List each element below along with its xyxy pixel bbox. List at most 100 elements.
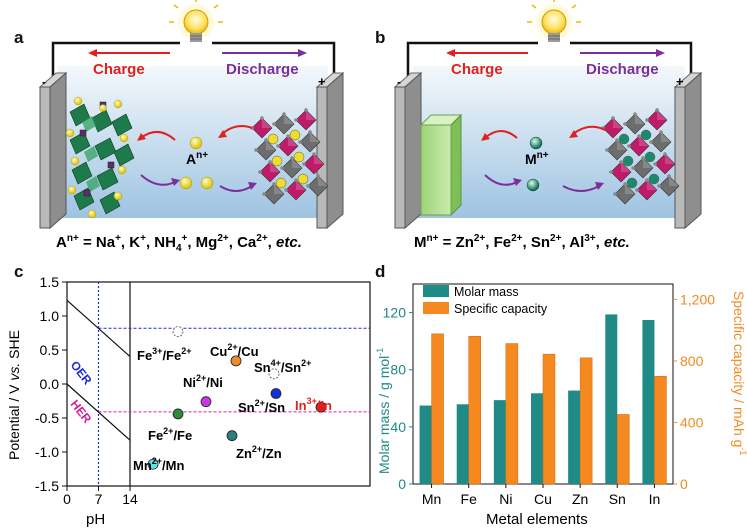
legend-label: Molar mass [454,285,519,299]
d-left-axis-label: Molar mass / g mol-1 [375,348,392,474]
external-wire [51,41,336,78]
anode-minus: - [397,75,401,89]
cathode-plate [673,71,703,230]
cathode-plus: + [318,74,326,89]
d-left-tick: 0 [398,476,406,492]
bar-specific-capacity [505,343,519,485]
external-wire [406,41,693,78]
ion-flow-arrows [137,125,257,192]
d-x-axis-label: Metal elements [486,511,588,528]
anode-plate [38,71,68,230]
c-x-tick: 7 [95,491,103,507]
couple-marker [315,401,327,413]
panel-a-schematic: Charge Discharge - + [38,0,345,230]
ion-label: Mn+ [525,150,549,167]
panel-d-letter: d [375,262,386,281]
couple-label: Sn4+/Sn2+ [254,358,311,375]
legend-swatch [423,285,449,297]
bar-specific-capacity [542,353,556,485]
couple-label: Ni2+/Ni [183,373,223,390]
bar-specific-capacity [579,357,593,485]
c-y-tick: 0.5 [40,342,60,358]
cathode-plate [315,71,345,230]
bar-molar-mass [493,400,506,484]
bar-specific-capacity [468,336,481,485]
couple-marker [172,326,184,338]
couple-label: Fe3+/Fe2+ [137,346,192,363]
panel-c-letter: c [14,262,24,281]
anode-minus: - [42,75,46,89]
couple-marker [230,355,242,367]
panel-c-potential-chart: 1.5 1.0 0.5 0.0 -0.5 -1.0 -1.50 7 14 Potential /… [6,274,371,528]
d-left-tick: 80 [390,362,406,378]
panel-a-letter: a [14,28,24,47]
couple-marker [268,368,280,380]
her-label: HER [68,397,95,426]
discharge-label: Discharge [226,61,299,78]
d-x-tick: Cu [534,491,552,507]
couple-label: Mn2+/Mn [133,456,184,473]
bar-molar-mass [419,405,432,484]
c-y-tick: -1.5 [35,478,59,494]
legend-label: Specific capacity [454,302,548,316]
couple-label: Sn2+/Sn [238,398,285,415]
d-right-axis-label: Specific capacity / mAh g-1 [731,291,747,455]
d-x-tick: Mn [422,491,441,507]
couple-marker [147,458,159,470]
framework-host-structure [601,108,680,205]
c-y-axis-label: Potential / V vs. SHE [6,330,22,460]
bar-specific-capacity [617,414,630,485]
c-y-tick: 1.0 [40,308,60,324]
c-y-tick: 1.5 [40,274,60,290]
discharge-arrow [580,49,665,57]
d-x-tick: Zn [572,491,588,507]
d-x-tick: Ni [499,491,512,507]
c-y-tick: -0.5 [35,410,59,426]
ion-spheres [179,136,214,190]
charge-arrow [446,49,528,57]
ion-label: An+ [186,150,208,167]
couple-label: Fe2+/Fe [148,426,192,443]
panel-d-bar-chart: 0 40 80 120 0 400 800 1,200 Mn Fe Ni Cu Zn Sn In Molar … [375,283,747,528]
d-x-tick: In [649,491,661,507]
d-right-tick: 0 [680,476,688,492]
legend-swatch [423,302,449,314]
d-right-tick: 400 [680,414,704,430]
charge-label: Charge [451,61,503,78]
metal-anode-slab [419,113,463,217]
light-bulb-icon [527,0,581,42]
charge-arrow [88,49,170,57]
caption-b: Mn+ = Zn2+, Fe2+, Sn2+, Al3+, etc. [414,233,630,251]
oer-label: OER [68,358,95,387]
bar-molar-mass [456,404,469,484]
couple-label: Zn2+/Zn [236,444,282,461]
discharge-label: Discharge [586,61,659,78]
d-left-tick: 120 [383,305,407,321]
c-y-tick: -1.0 [35,444,59,460]
panel-b-schematic: Charge Discharge - + Mn+ [393,0,703,230]
bar-molar-mass [531,393,543,484]
caption-a: An+ = Na+, K+, NH4+, Mg2+, Ca2+, etc. [56,233,302,254]
d-left-tick: 40 [390,419,406,435]
couple-marker [226,430,238,442]
c-y-tick: 0.0 [40,376,60,392]
d-x-tick: Fe [461,491,478,507]
couple-marker [270,388,282,399]
d-x-tick: Sn [609,491,626,507]
ion-flow-arrows [481,125,606,192]
cathode-plus: + [676,74,684,89]
couple-label: Cu2+/Cu [210,342,259,359]
ion-spheres [526,136,543,192]
couple-label: In3+/In [295,396,332,413]
d-right-tick: 1,200 [680,291,715,307]
panel-b-letter: b [375,28,386,47]
bar-specific-capacity [431,333,444,485]
anode-plate [393,71,423,230]
layered-host-structure [65,96,135,219]
bar-molar-mass [642,320,655,484]
d-right-tick: 800 [680,353,704,369]
c-x-tick: 14 [122,491,138,507]
discharge-arrow [222,49,307,57]
couple-marker [200,396,212,408]
framework-host-structure [250,108,329,205]
